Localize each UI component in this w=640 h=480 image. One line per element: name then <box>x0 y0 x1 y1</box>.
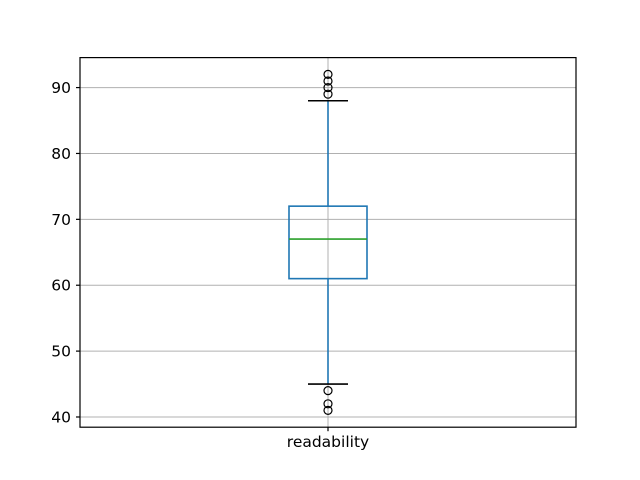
outlier-point <box>323 69 333 80</box>
x-tick-label: readability <box>287 433 369 451</box>
outlier-point <box>323 405 333 415</box>
y-tick-label: 60 <box>51 277 71 295</box>
outlier-point <box>323 386 333 396</box>
y-tick-label: 80 <box>51 145 71 163</box>
y-tick-label: 50 <box>51 343 71 361</box>
outlier-point <box>323 82 333 93</box>
outlier-point <box>323 399 333 409</box>
y-tick-label: 90 <box>51 79 71 97</box>
outlier-point <box>323 76 333 86</box>
iqr-box <box>288 205 368 280</box>
y-tick-label: 70 <box>51 211 71 229</box>
outlier-point <box>323 89 333 99</box>
y-tick-label: 40 <box>51 408 71 426</box>
